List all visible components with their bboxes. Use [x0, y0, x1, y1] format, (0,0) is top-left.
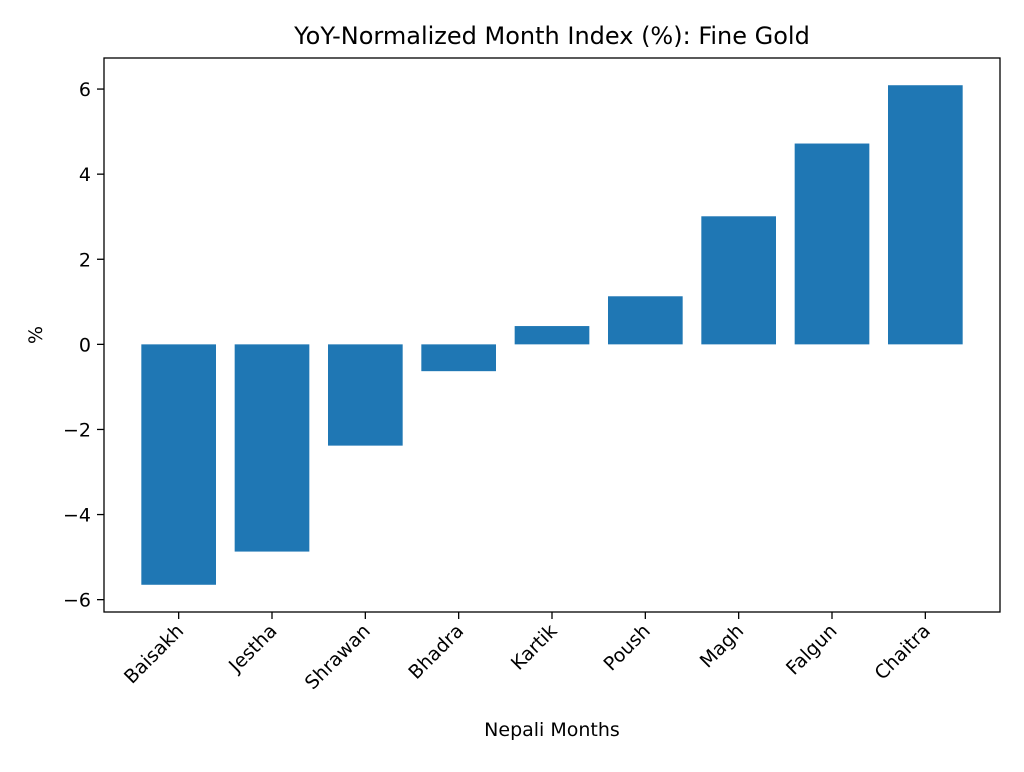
x-axis: Baisakh Jestha Shrawan Bhadra Kartik Poush Mag…	[120, 612, 935, 694]
x-tick-label: Bhadra	[404, 620, 468, 684]
y-axis: −6 −4 −2 0 2 4 6	[63, 79, 104, 612]
bar-bhadra	[421, 344, 496, 372]
y-tick-label: −4	[63, 505, 91, 527]
x-tick-label: Kartik	[507, 620, 562, 675]
x-axis-label: Nepali Months	[484, 719, 620, 741]
bars-layer	[141, 85, 963, 585]
bar-jestha	[234, 344, 310, 552]
bar-chaitra	[888, 85, 963, 345]
bar-falgun	[794, 143, 870, 345]
x-tick-label: Falgun	[782, 620, 842, 680]
bar-kartik	[514, 326, 590, 345]
y-tick-label: 4	[79, 164, 91, 186]
y-tick-label: 6	[79, 79, 91, 101]
y-axis-label: %	[25, 326, 47, 344]
plot-frame	[103, 57, 1001, 613]
y-tick-label: −6	[63, 590, 91, 612]
chart-title: YoY-Normalized Month Index (%): Fine Gol…	[293, 22, 810, 50]
bar-baisakh	[141, 344, 216, 585]
y-tick-label: 2	[79, 249, 91, 271]
bar-shrawan	[328, 344, 403, 446]
x-tick-label: Magh	[696, 620, 748, 672]
y-tick-label: −2	[63, 419, 91, 441]
x-tick-label: Chaitra	[870, 620, 934, 684]
bar-poush	[608, 296, 683, 345]
y-tick-label: 0	[79, 334, 91, 356]
x-tick-label: Baisakh	[120, 620, 188, 688]
x-tick-label: Shrawan	[301, 620, 375, 694]
bar-magh	[701, 216, 776, 345]
x-tick-label: Jestha	[224, 620, 282, 678]
x-tick-label: Poush	[599, 620, 654, 675]
